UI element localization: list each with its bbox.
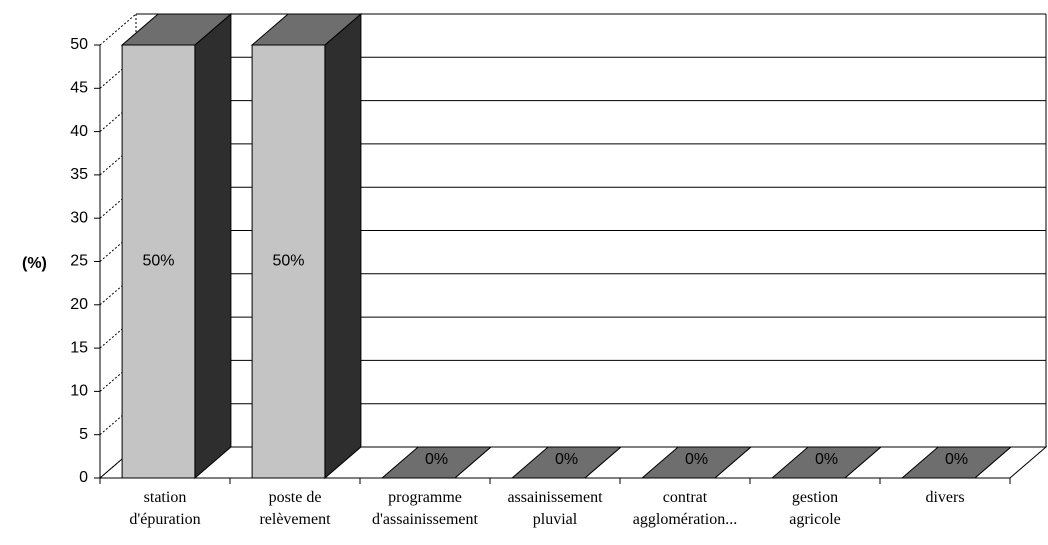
- bar-top: [510, 446, 623, 479]
- x-tick-line: station: [144, 489, 187, 506]
- y-tick-label: 45: [70, 80, 88, 97]
- x-tick-line: d'assainissement: [372, 511, 479, 528]
- bar-top: [380, 446, 493, 479]
- bar: [251, 44, 326, 479]
- y-tick-label: 15: [70, 339, 88, 356]
- value-label: 0%: [945, 451, 968, 468]
- x-tick-label: contrat agglomération...: [633, 489, 737, 528]
- x-tick-line: relèvement: [259, 511, 331, 528]
- x-tick-line: programme: [388, 489, 462, 506]
- y-axis-label: (%): [22, 255, 47, 272]
- bar-side: [194, 12, 232, 480]
- x-tick-line: gestion: [792, 489, 838, 506]
- value-label: 50%: [142, 253, 174, 270]
- x-tick-label: divers: [925, 489, 964, 506]
- bar-top: [900, 446, 1013, 479]
- y-tick-label: 50: [70, 36, 88, 53]
- y-tick-label: 0: [79, 469, 88, 486]
- y-tick-label: 40: [70, 123, 88, 140]
- x-tick-line: divers: [925, 489, 964, 506]
- bar-top: [640, 446, 753, 479]
- value-label: 0%: [815, 451, 838, 468]
- bar-side: [324, 12, 362, 480]
- y-tick-label: 10: [70, 383, 88, 400]
- x-tick-label: poste de relèvement: [259, 489, 331, 528]
- x-tick-line: assainissement: [507, 489, 603, 506]
- x-tick-label: assainissement pluvial: [507, 489, 603, 528]
- y-tick-label: 25: [70, 253, 88, 270]
- x-tick-line: d'épuration: [129, 511, 200, 528]
- x-tick-line: agricole: [789, 511, 841, 528]
- x-tick-line: contrat: [663, 489, 708, 506]
- value-label: 0%: [425, 451, 448, 468]
- value-label: 0%: [685, 451, 708, 468]
- x-tick-label: station d'épuration: [129, 489, 200, 528]
- x-tick-label: programme d'assainissement: [372, 489, 479, 528]
- y-tick-label: 35: [70, 166, 88, 183]
- x-tick-line: pluvial: [533, 511, 578, 528]
- bar-top: [770, 446, 883, 479]
- y-tick-label: 20: [70, 296, 88, 313]
- value-label: 50%: [272, 253, 304, 270]
- x-tick-line: agglomération...: [633, 511, 737, 528]
- value-label: 0%: [555, 451, 578, 468]
- y-tick-label: 30: [70, 209, 88, 226]
- x-tick-label: gestion agricole: [789, 489, 841, 528]
- bar: [121, 44, 196, 479]
- x-tick-line: poste de: [269, 489, 322, 506]
- y-tick-label: 5: [79, 426, 88, 443]
